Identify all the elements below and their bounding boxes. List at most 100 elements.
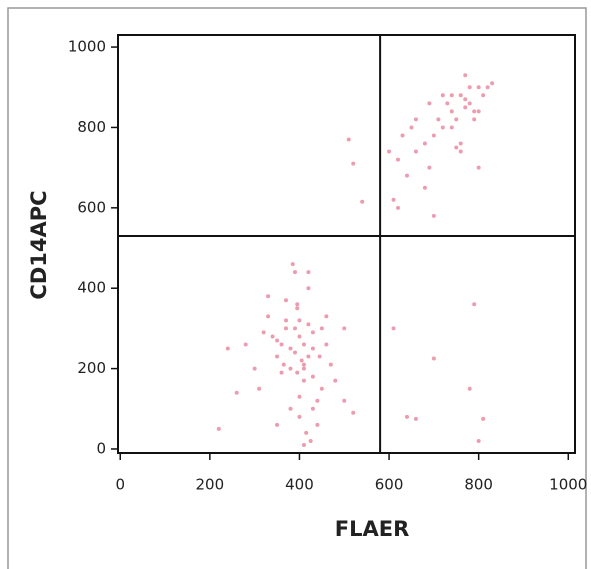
x-tick-label: 400 [285, 476, 314, 494]
point [449, 93, 454, 98]
point [422, 185, 427, 190]
point [275, 338, 280, 343]
point [266, 294, 271, 299]
point [458, 141, 463, 146]
point [317, 354, 322, 359]
point [297, 394, 302, 399]
point [290, 262, 295, 267]
y-tick-label: 1000 [68, 38, 106, 56]
point [301, 442, 306, 447]
point [292, 326, 297, 331]
point [467, 386, 472, 391]
point [297, 318, 302, 323]
point [295, 306, 300, 311]
point [297, 414, 302, 419]
point [284, 326, 289, 331]
point [413, 416, 418, 421]
point [342, 398, 347, 403]
point [400, 133, 405, 138]
point [431, 213, 436, 218]
point [301, 378, 306, 383]
point [391, 197, 396, 202]
point [440, 93, 445, 98]
x-tick-label: 200 [196, 476, 225, 494]
point [472, 117, 477, 122]
point [234, 390, 239, 395]
point [225, 346, 230, 351]
point [458, 93, 463, 98]
point [275, 422, 280, 427]
point [333, 378, 338, 383]
point [319, 326, 324, 331]
point [306, 286, 311, 291]
plot-frame [117, 34, 576, 454]
point [310, 374, 315, 379]
point [396, 157, 401, 162]
point [472, 302, 477, 307]
point [315, 398, 320, 403]
point [281, 362, 286, 367]
point [485, 85, 490, 90]
point [306, 354, 311, 359]
y-tick-label: 600 [77, 198, 106, 216]
point [476, 109, 481, 114]
point [449, 109, 454, 114]
point [463, 73, 468, 78]
x-tick-label: 1000 [549, 476, 587, 494]
point [476, 438, 481, 443]
point [413, 149, 418, 154]
y-tick-label: 0 [96, 439, 106, 457]
point [472, 109, 477, 114]
point [481, 416, 486, 421]
point [315, 422, 320, 427]
y-axis-title: CD14APC [27, 190, 51, 299]
point [413, 117, 418, 122]
point [467, 101, 472, 106]
point [324, 342, 329, 347]
x-tick-label: 0 [115, 476, 125, 494]
point [360, 199, 365, 204]
point [342, 326, 347, 331]
point [304, 430, 309, 435]
point [404, 173, 409, 178]
x-tick-label: 800 [464, 476, 493, 494]
point [257, 386, 262, 391]
y-tick-label: 200 [77, 359, 106, 377]
point [476, 165, 481, 170]
point [216, 426, 221, 431]
point [440, 125, 445, 130]
point [351, 410, 356, 415]
point [288, 346, 293, 351]
point [454, 145, 459, 150]
point [346, 137, 351, 142]
y-tick-label: 400 [77, 279, 106, 297]
y-tick-label: 800 [77, 118, 106, 136]
point [427, 101, 432, 106]
x-axis-title: FLAER [335, 517, 410, 541]
point [449, 125, 454, 130]
point [243, 342, 248, 347]
point [436, 117, 441, 122]
point [261, 330, 266, 335]
point [306, 322, 311, 327]
point [275, 354, 280, 359]
point [301, 362, 306, 367]
point [481, 93, 486, 98]
point [463, 97, 468, 102]
point [351, 161, 356, 166]
point [319, 386, 324, 391]
point [427, 165, 432, 170]
point [295, 370, 300, 375]
point [299, 358, 304, 363]
point [463, 105, 468, 110]
point [292, 270, 297, 275]
point [409, 125, 414, 130]
point [328, 362, 333, 367]
point [270, 334, 275, 339]
point [454, 117, 459, 122]
point [301, 366, 306, 371]
point [252, 366, 257, 371]
point [476, 85, 481, 90]
panel-border [7, 7, 587, 569]
